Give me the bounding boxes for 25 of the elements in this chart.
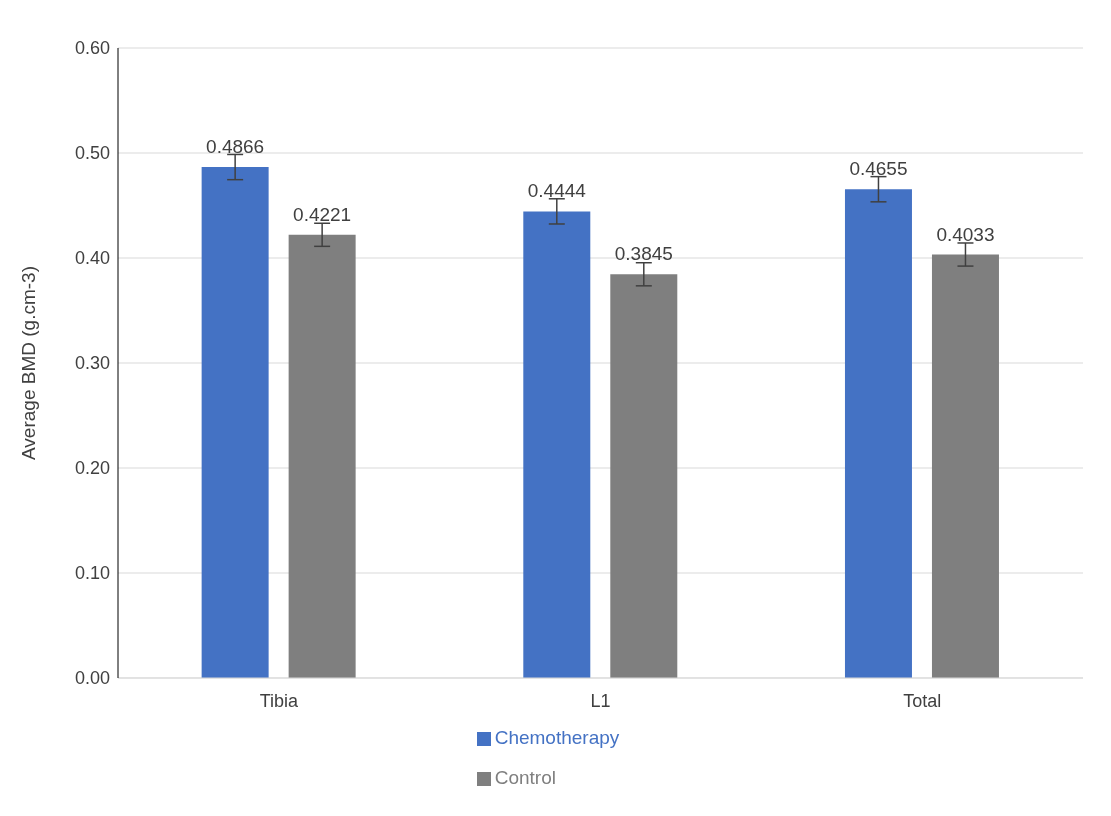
bar	[288, 234, 356, 678]
bar	[523, 211, 591, 678]
data-label: 0.4444	[527, 180, 587, 202]
bar	[201, 167, 269, 678]
x-tick-label: Total	[903, 690, 942, 711]
legend-label: Control	[494, 767, 556, 788]
data-label: 0.4655	[849, 158, 908, 180]
data-label: 0.3845	[614, 243, 673, 265]
data-label: 0.4033	[936, 223, 995, 245]
data-label: 0.4866	[206, 136, 265, 158]
y-axis-title: Average BMD (g.cm-3)	[17, 266, 39, 460]
y-tick-label: 0.30	[74, 353, 110, 374]
x-tick-label: Tibia	[259, 690, 299, 711]
y-tick-label: 0.40	[74, 248, 110, 269]
bar	[610, 274, 678, 678]
bar	[931, 254, 999, 678]
y-tick-label: 0.50	[74, 143, 110, 164]
bar	[844, 189, 912, 678]
y-tick-label: 0.20	[74, 458, 110, 479]
y-tick-label: 0.00	[74, 668, 110, 689]
x-tick-label: L1	[590, 690, 611, 711]
y-tick-label: 0.10	[74, 563, 110, 584]
data-label: 0.4221	[293, 203, 352, 225]
legend-label: Chemotherapy	[494, 727, 620, 748]
y-tick-label: 0.60	[74, 38, 110, 59]
